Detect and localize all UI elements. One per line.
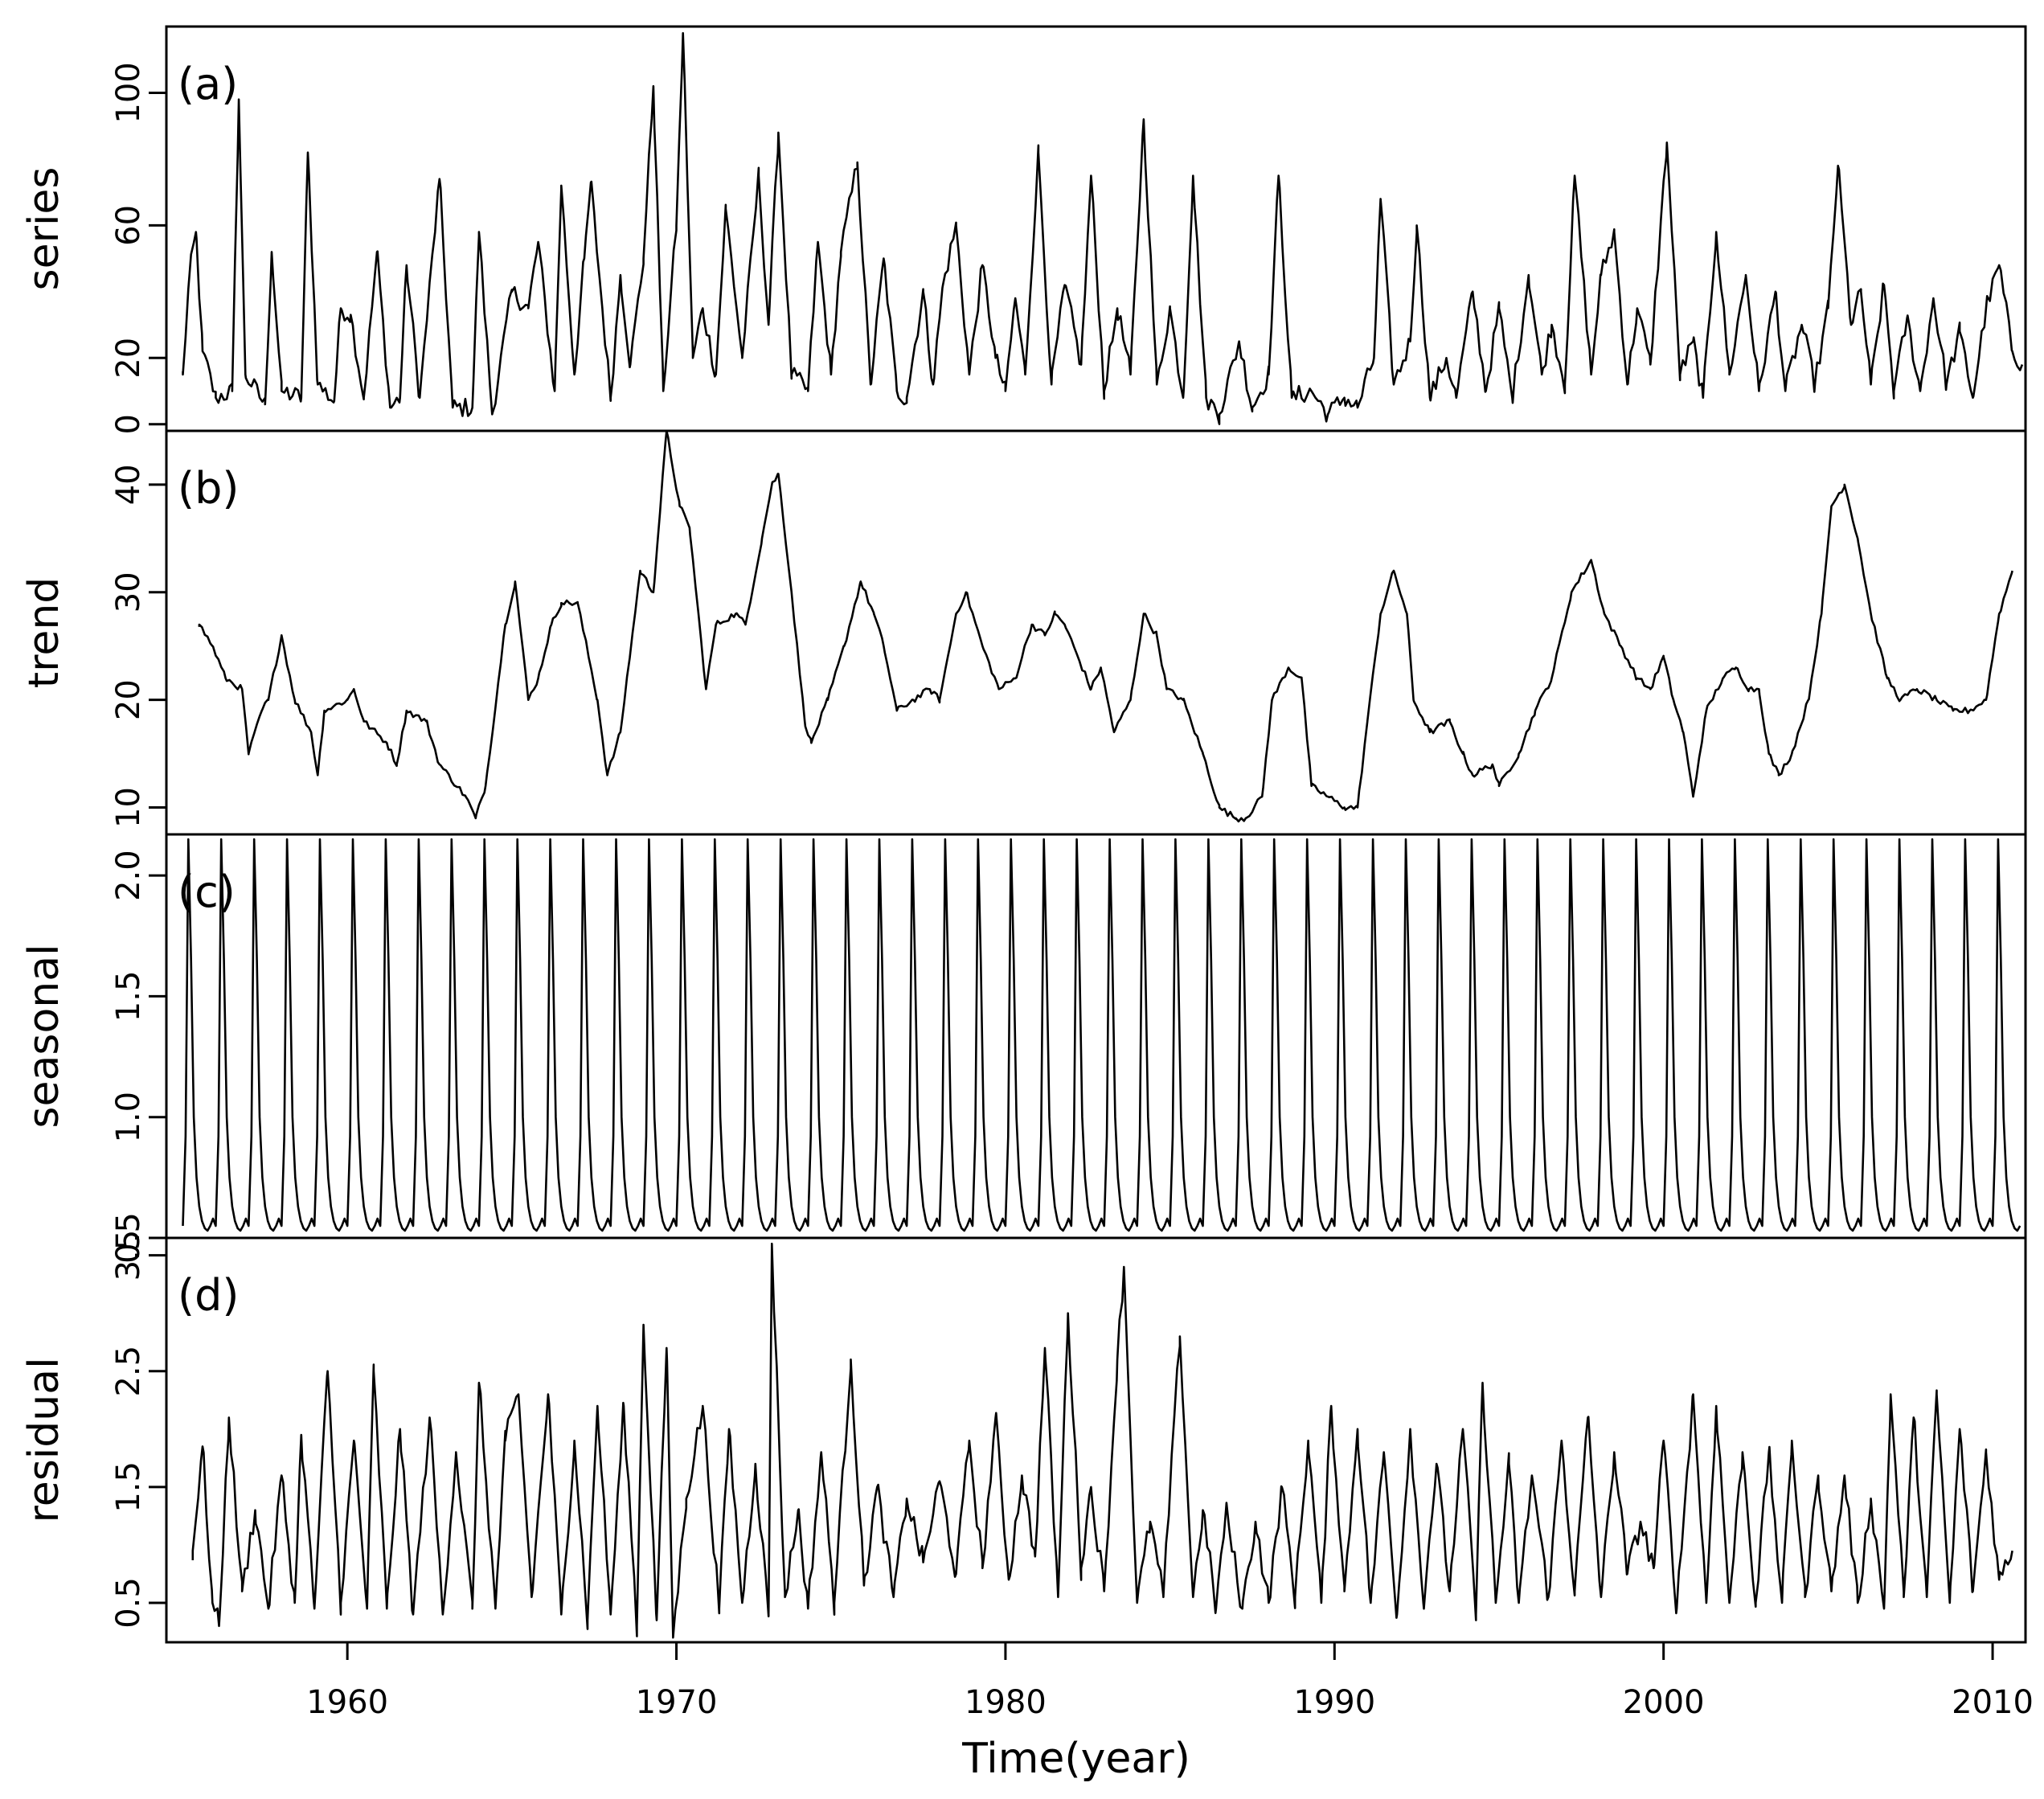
x-tick-label: 2000 bbox=[1623, 1684, 1705, 1721]
y-tick-label: 0 bbox=[110, 414, 147, 434]
y-tick-label: 40 bbox=[110, 464, 147, 505]
series-line-residual bbox=[191, 1242, 2013, 1639]
y-tick-label: 20 bbox=[110, 338, 147, 379]
series-line-seasonal bbox=[182, 838, 2021, 1232]
panel-trend: 10 20 30 40 trend (b) bbox=[20, 429, 2027, 836]
panel-frame bbox=[165, 833, 2027, 1240]
y-tick-label: 100 bbox=[110, 62, 147, 123]
x-tick-label: 1990 bbox=[1293, 1684, 1375, 1721]
panel-seasonal: 0.5 1.0 1.5 2.0 seasonal (c) bbox=[20, 833, 2027, 1264]
y-tick-label: 2.0 bbox=[110, 850, 147, 901]
y-tick-label: 20 bbox=[110, 679, 147, 720]
panel-label: (c) bbox=[178, 867, 236, 917]
y-tick-label: 2.5 bbox=[110, 1346, 147, 1397]
x-tick-label: 1960 bbox=[306, 1684, 388, 1721]
y-axis-label: seasonal bbox=[20, 944, 68, 1128]
panel-frame bbox=[165, 429, 2027, 836]
panel-series: 0 20 60 100 series (a) bbox=[20, 25, 2027, 434]
series-line-trend bbox=[198, 429, 2013, 823]
panel-frame bbox=[165, 25, 2027, 432]
panel-residual: 0.5 1.5 2.5 3.5 residual (d) bbox=[20, 1230, 2027, 1644]
x-tick-label: 2010 bbox=[1952, 1684, 2034, 1721]
x-tick-label: 1980 bbox=[965, 1684, 1047, 1721]
x-axis: 1960 1970 1980 1990 2000 2010 bbox=[306, 1642, 2034, 1721]
panel-label: (d) bbox=[178, 1270, 239, 1321]
series-line-series bbox=[182, 31, 2024, 425]
y-tick-label: 10 bbox=[110, 787, 147, 828]
y-tick-label: 1.5 bbox=[110, 1461, 147, 1513]
y-tick-label: 1.0 bbox=[110, 1092, 147, 1143]
panel-frame bbox=[165, 1236, 2027, 1644]
y-tick-label: 3.5 bbox=[110, 1230, 147, 1281]
y-axis-label: trend bbox=[20, 577, 68, 689]
x-tick-label: 1970 bbox=[636, 1684, 718, 1721]
y-tick-label: 0.5 bbox=[110, 1577, 147, 1629]
chart-panels: 0 20 60 100 series (a) 10 20 30 40 trend (b) 0.5 1.0 1… bbox=[20, 25, 2027, 1644]
x-axis-label: Time(year) bbox=[961, 1735, 1190, 1783]
y-tick-label: 1.5 bbox=[110, 971, 147, 1022]
panel-label: (b) bbox=[178, 463, 239, 514]
y-axis-label: series bbox=[20, 167, 68, 291]
y-tick-label: 60 bbox=[110, 205, 147, 246]
y-tick-label: 30 bbox=[110, 572, 147, 613]
y-axis-label: residual bbox=[20, 1357, 68, 1522]
y-tick-label: 0.5 bbox=[110, 1212, 147, 1264]
panel-label: (a) bbox=[178, 59, 238, 109]
